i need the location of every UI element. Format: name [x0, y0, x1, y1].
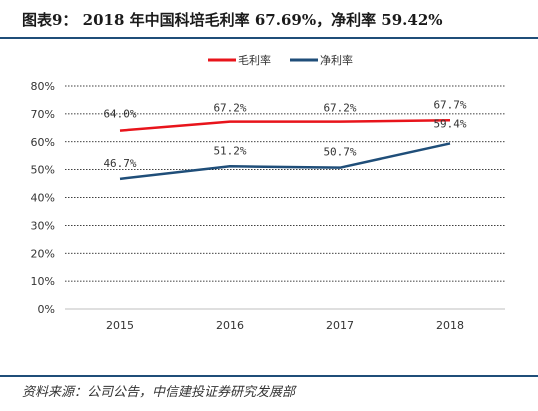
line-chart: 毛利率 净利率 0%10%20%30%40%50%60%70%80% 2015 20…: [31, 53, 505, 332]
y-tick-label: 0%: [38, 303, 55, 316]
chart-title: 图表9： 2018 年中国科培毛利率 67.69%，净利率 59.42%: [22, 11, 443, 29]
series-line-2: [119, 142, 451, 181]
title-bar: 图表9： 2018 年中国科培毛利率 67.69%，净利率 59.42%: [0, 0, 538, 37]
footer-divider: [0, 375, 538, 377]
x-tick-label: 2018: [436, 319, 464, 332]
title-divider: [0, 37, 538, 39]
x-tick-label: 2015: [106, 319, 134, 332]
data-label: 67.2%: [213, 102, 246, 115]
data-label: 50.7%: [323, 146, 356, 159]
data-labels: 64.0% 67.2% 67.2% 67.7% 46.7% 51.2% 50.7% 59.4%: [103, 98, 466, 170]
data-label: 67.7%: [433, 98, 466, 111]
x-axis: 2015 2016 2017 2018: [106, 319, 464, 332]
y-tick-label: 10%: [31, 275, 55, 288]
data-label: 64.0%: [103, 108, 136, 121]
data-label: 46.7%: [103, 157, 136, 170]
series-line-1: [119, 119, 451, 132]
y-tick-label: 70%: [31, 108, 55, 121]
y-tick-label: 50%: [31, 164, 55, 177]
y-tick-label: 40%: [31, 192, 55, 205]
x-tick-label: 2016: [216, 319, 244, 332]
series-group: [119, 119, 451, 181]
legend-label: 毛利率: [238, 53, 271, 67]
legend: 毛利率 净利率: [208, 53, 353, 67]
data-label: 59.4%: [433, 117, 466, 130]
legend-label: 净利率: [320, 53, 353, 67]
source-note: 资料来源：公司公告，中信建投证券研究发展部: [22, 385, 296, 400]
y-tick-label: 80%: [31, 80, 55, 93]
chart-area: 毛利率 净利率 0% 10% 20% 30% 40% 50% 60% 70% 80% 2015 20…: [0, 40, 538, 370]
y-tick-label: 20%: [31, 247, 55, 260]
y-tick-label: 30%: [31, 219, 55, 232]
y-axis: 0% 10% 20% 30% 40% 50% 60% 70% 80%: [31, 80, 55, 316]
x-tick-label: 2017: [326, 319, 354, 332]
gridlines: [65, 85, 505, 310]
data-label: 67.2%: [323, 102, 356, 115]
y-tick-label: 60%: [31, 136, 55, 149]
data-label: 51.2%: [213, 144, 246, 157]
